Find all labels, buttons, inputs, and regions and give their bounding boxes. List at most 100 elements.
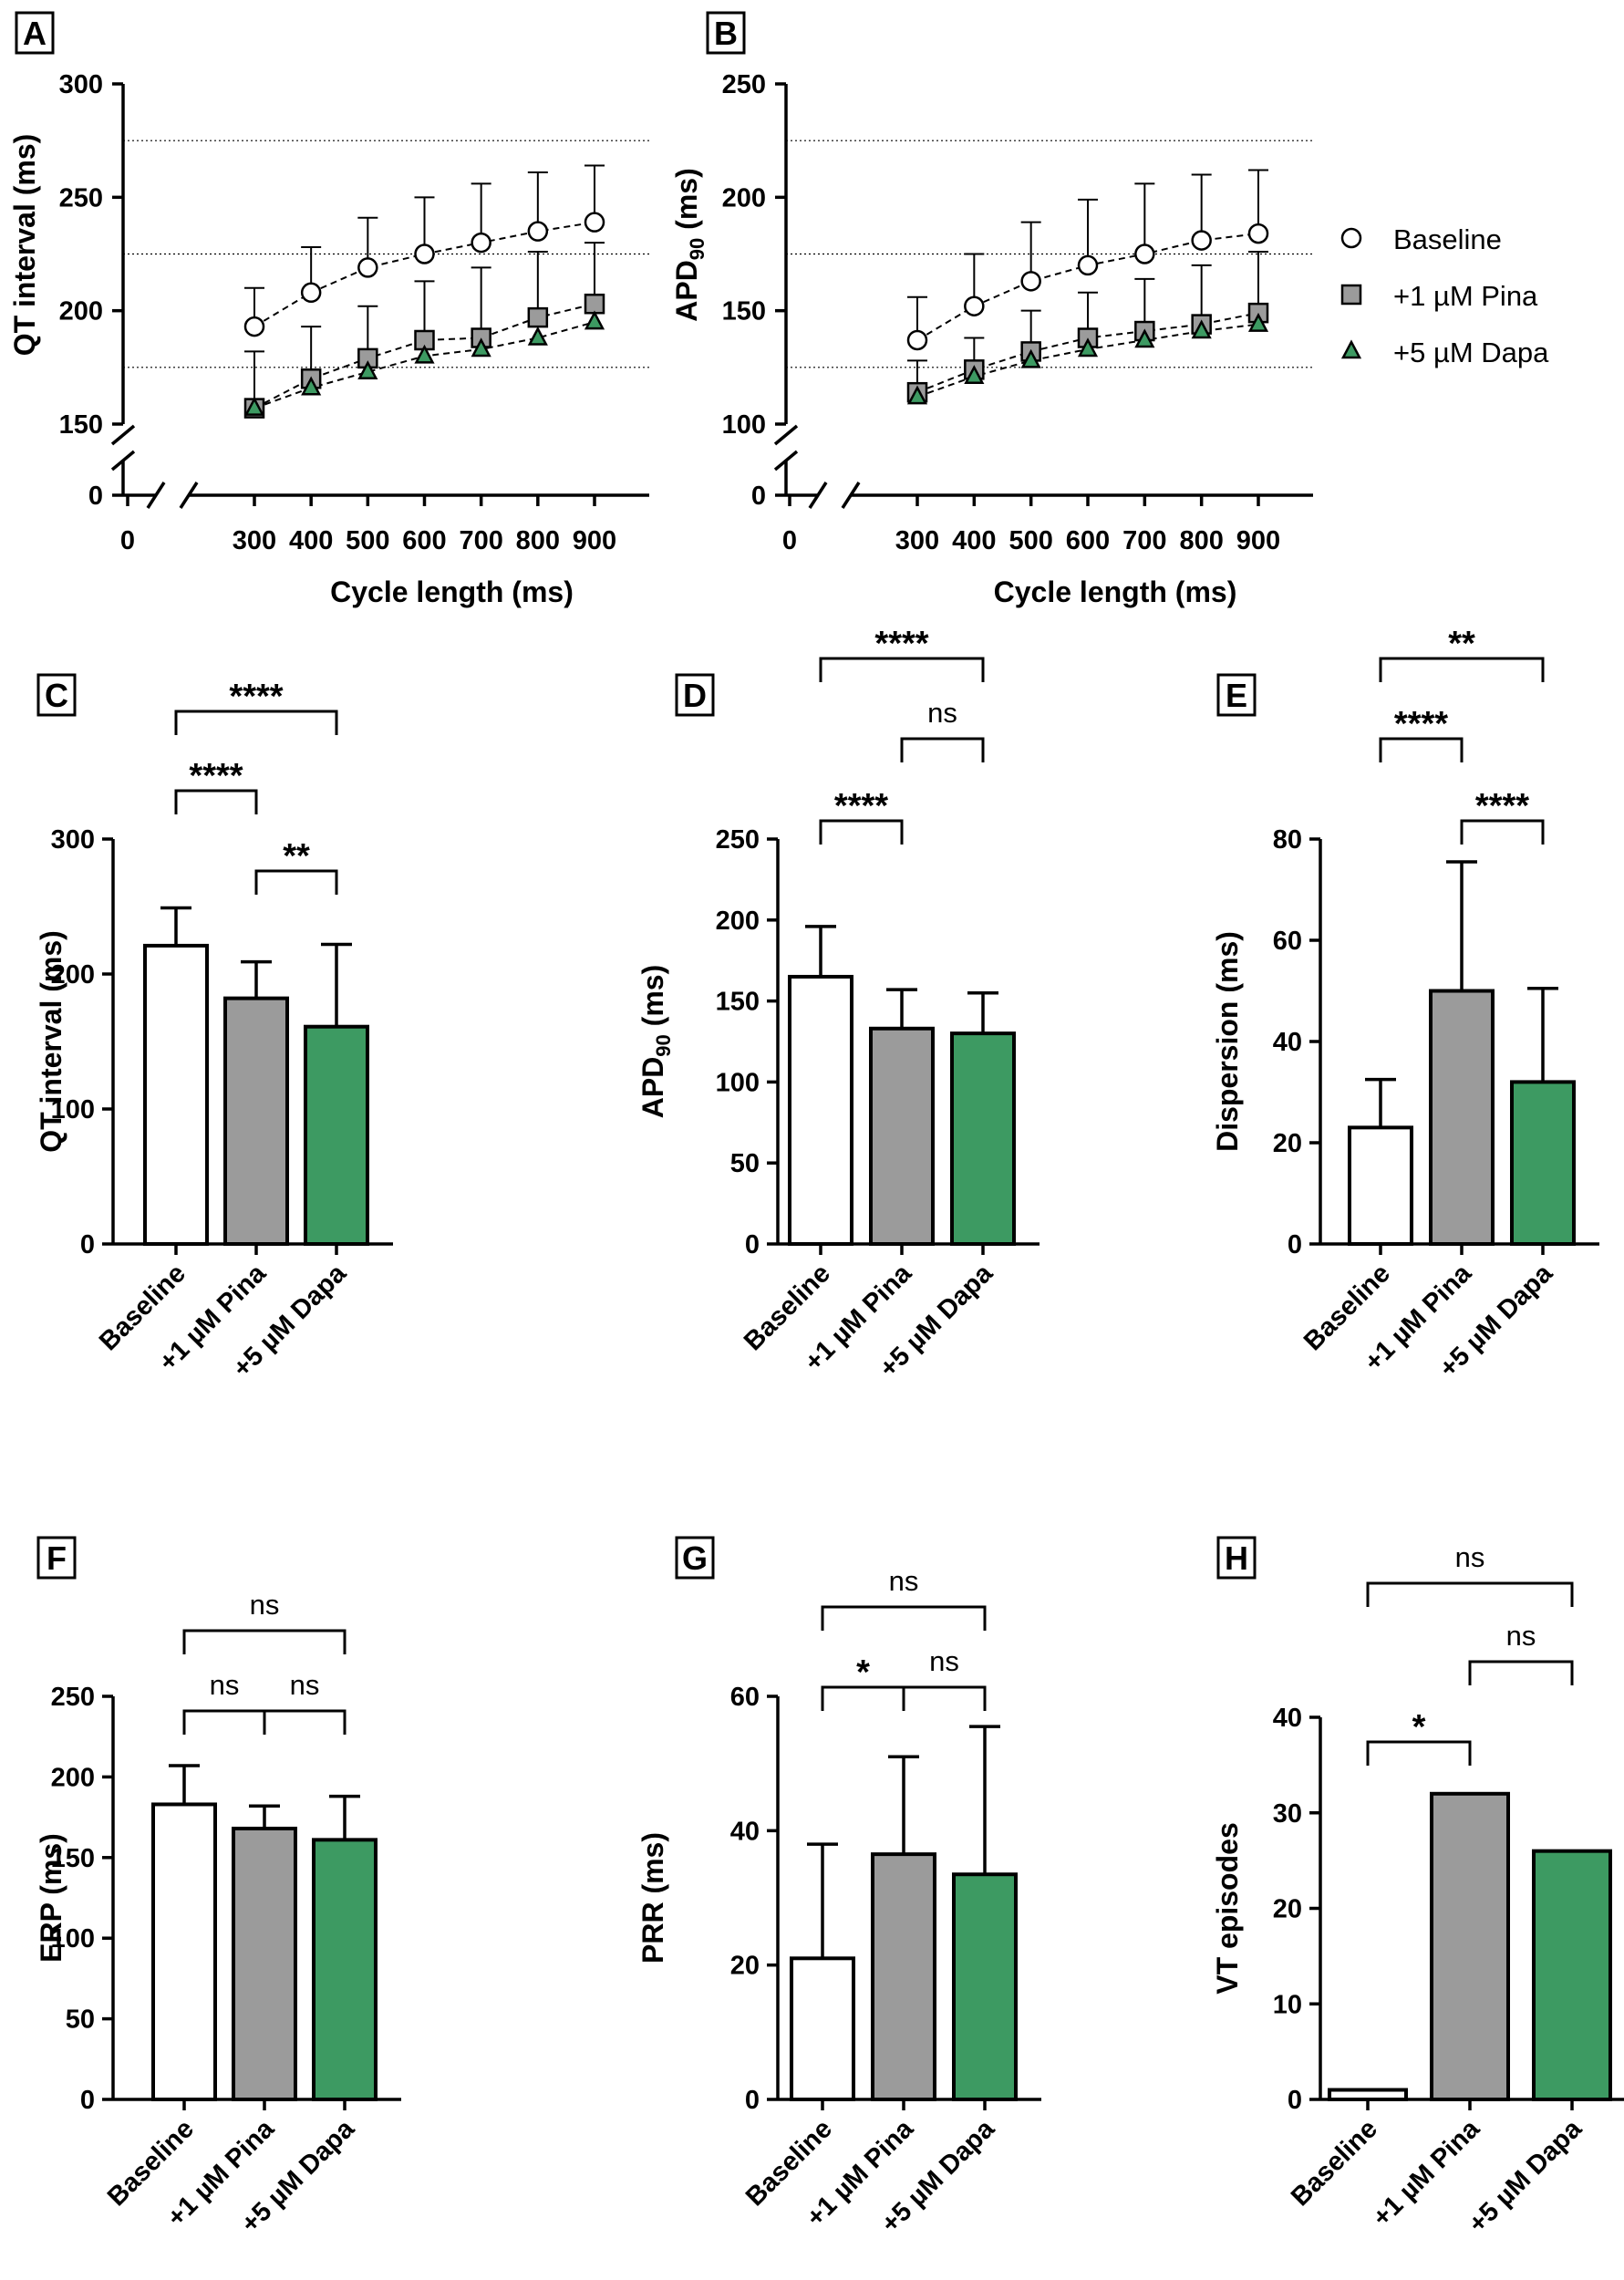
- significance-label: ****: [189, 757, 243, 795]
- panel-label: G: [675, 1536, 715, 1580]
- bracket-line: [182, 1709, 266, 1735]
- panel-letter-E: E: [1226, 677, 1247, 714]
- data-point-circle: [414, 244, 435, 264]
- significance-label: ns: [1455, 1541, 1485, 1573]
- significance-bracket: ns: [182, 1589, 347, 1654]
- axis-break-mark: [808, 482, 828, 509]
- x-tick-label: 700: [459, 526, 502, 555]
- bar-1: [1430, 1791, 1510, 2102]
- bar-2: [312, 1838, 378, 2102]
- y-axis-title-group: APD90 (ms): [636, 965, 675, 1119]
- legend-label: +1 µM Pina: [1393, 280, 1538, 312]
- data-point-circle: [964, 295, 985, 316]
- y-tick-label: 20: [730, 1952, 760, 1981]
- bar-1: [871, 1852, 936, 2102]
- significance-label: *: [856, 1653, 870, 1692]
- data-point-triangle: [471, 337, 491, 358]
- panel-letter-A: A: [23, 15, 47, 52]
- panel-label-box: [1216, 673, 1257, 717]
- significance-bracket: ns: [821, 1565, 987, 1631]
- significance-bracket: ns: [182, 1669, 266, 1735]
- panel-label-box: [1216, 1536, 1257, 1580]
- category-label: Baseline: [1286, 2114, 1383, 2212]
- data-point-circle: [584, 212, 605, 233]
- y-tick-label: 200: [722, 183, 766, 212]
- significance-label: ns: [927, 697, 957, 729]
- y-axis-title: ERP (ms): [35, 1833, 67, 1963]
- x-axis-title: Cycle length (ms): [330, 575, 574, 608]
- y-tick-label: 150: [716, 988, 760, 1017]
- x-tick-label: 700: [1122, 526, 1166, 555]
- legend-marker-circle: [1340, 227, 1362, 249]
- panel-label: B: [706, 11, 746, 55]
- significance-bracket: **: [254, 837, 338, 895]
- y-tick-label: 100: [722, 410, 766, 440]
- bracket-line: [174, 789, 258, 814]
- data-point-circle: [471, 232, 491, 254]
- significance-label: **: [283, 837, 310, 876]
- legend-marker-triangle: [1340, 339, 1362, 359]
- data-point-triangle: [1077, 337, 1099, 358]
- bar-1: [1429, 989, 1495, 1246]
- y-tick-label: 0: [88, 482, 103, 511]
- x-tick-label: 0: [120, 526, 135, 555]
- bracket-line: [1366, 1581, 1574, 1607]
- y-tick-label: 150: [59, 410, 103, 440]
- significance-label: ****: [229, 678, 283, 716]
- bar-0: [1328, 2088, 1408, 2101]
- data-point-triangle: [906, 385, 928, 405]
- panel-letter-H: H: [1225, 1539, 1248, 1577]
- panel-letter-B: B: [714, 15, 738, 52]
- y-tick-label: 60: [730, 1683, 760, 1712]
- bracket-line: [1460, 819, 1545, 845]
- x-tick-label: 300: [895, 526, 939, 555]
- significance-label: ns: [929, 1645, 959, 1677]
- axis-break-mark: [146, 482, 166, 509]
- significance-label: ****: [834, 787, 888, 825]
- axis-break-mark: [110, 424, 136, 446]
- x-tick-label: 600: [402, 526, 446, 555]
- bracket-line: [819, 657, 985, 682]
- data-point-triangle: [357, 360, 378, 380]
- y-tick-label: 200: [51, 960, 95, 990]
- significance-bracket: *: [821, 1653, 905, 1711]
- significance-bracket: ns: [1468, 1620, 1574, 1685]
- y-axis-title: VT episodes: [1211, 1822, 1244, 1995]
- data-point-triangle: [964, 365, 985, 385]
- y-tick-label: 250: [51, 1683, 95, 1712]
- y-tick-label: 250: [716, 825, 760, 855]
- panel-label: H: [1216, 1536, 1257, 1580]
- y-tick-label: 40: [1273, 1028, 1302, 1057]
- bracket-line: [1468, 1660, 1574, 1685]
- x-tick-label: 400: [952, 526, 996, 555]
- y-tick-label: 250: [59, 183, 103, 212]
- significance-bracket: ****: [174, 757, 258, 814]
- significance-bracket: ****: [174, 678, 338, 735]
- y-tick-label: 100: [716, 1068, 760, 1097]
- panel-label: C: [36, 673, 77, 717]
- bar-2: [950, 1031, 1016, 1246]
- bar-0: [151, 1802, 217, 2102]
- significance-bracket: ****: [819, 625, 985, 682]
- y-axis-title-group: Dispersion (ms): [1211, 931, 1244, 1152]
- y-tick-label: 10: [1273, 1990, 1302, 2019]
- data-point-square: [584, 293, 605, 315]
- panel-label: D: [675, 673, 715, 717]
- panel-label-box: [36, 673, 77, 717]
- significance-label: ns: [210, 1669, 240, 1701]
- significance-bracket: ****: [1460, 787, 1545, 845]
- x-axis-title: Cycle length (ms): [994, 575, 1237, 608]
- x-tick-label: 600: [1066, 526, 1110, 555]
- data-point-triangle: [414, 344, 435, 364]
- y-tick-label: 0: [745, 2086, 760, 2115]
- y-axis-title-group: QT interval (ms): [8, 134, 41, 357]
- series-1: [244, 242, 605, 409]
- panel-label-box: [15, 11, 55, 55]
- y-axis-title: Dispersion (ms): [1211, 931, 1244, 1152]
- x-tick-label: 900: [1236, 526, 1280, 555]
- y-tick-label: 0: [80, 1230, 95, 1259]
- bracket-line: [900, 737, 985, 762]
- axis-break-mark: [773, 450, 799, 472]
